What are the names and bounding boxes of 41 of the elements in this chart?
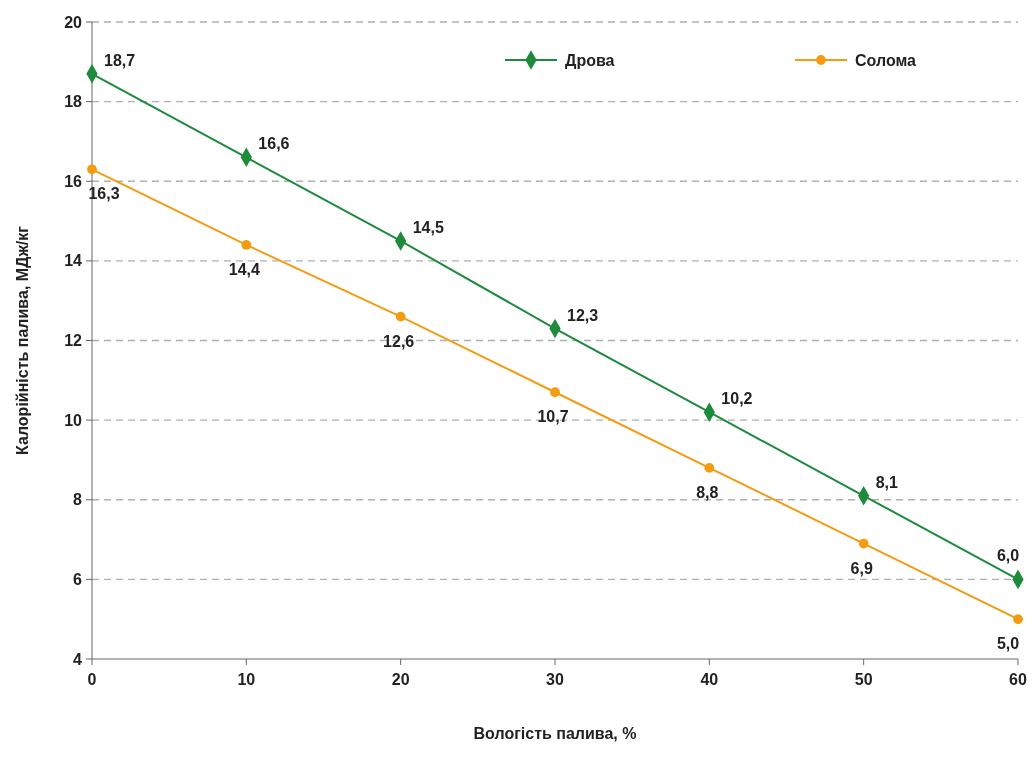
- y-tick-label: 14: [64, 252, 83, 270]
- x-tick-label: 40: [700, 671, 719, 688]
- y-tick-label: 18: [64, 93, 83, 111]
- point: [858, 538, 869, 549]
- data-label: 14,5: [412, 218, 444, 236]
- data-label: 12,3: [567, 306, 599, 324]
- data-label: 16,6: [258, 135, 290, 153]
- x-tick-label: 10: [237, 671, 256, 688]
- x-tick-label: 50: [854, 671, 873, 688]
- data-label: 8,1: [875, 473, 899, 491]
- point: [241, 240, 252, 250]
- y-tick-label: 16: [64, 172, 83, 190]
- x-tick-label: 20: [391, 671, 410, 688]
- y-tick-label: 4: [73, 650, 83, 668]
- data-label: 16,3: [88, 185, 120, 203]
- data-label: 6,9: [850, 559, 873, 577]
- data-label: 6,0: [996, 547, 1020, 565]
- data-label: 10,7: [537, 408, 569, 426]
- data-label: 14,4: [228, 260, 261, 278]
- y-tick-label: 6: [73, 570, 83, 588]
- data-label: 18,7: [104, 51, 136, 69]
- point: [704, 463, 715, 473]
- point: [87, 164, 97, 175]
- x-tick-label: 0: [87, 671, 97, 688]
- x-tick-label: 60: [1009, 671, 1027, 688]
- legend-label: Солома: [855, 51, 917, 69]
- data-label: 12,6: [383, 332, 415, 350]
- y-tick-label: 8: [73, 491, 83, 509]
- data-label: 5,0: [996, 635, 1020, 653]
- point: [395, 311, 406, 322]
- legend-label: Дрова: [565, 51, 615, 69]
- x-axis-title: Вологість палива, %: [473, 725, 637, 742]
- x-tick-label: 30: [546, 671, 564, 688]
- point: [550, 387, 560, 398]
- y-tick-label: 10: [64, 411, 83, 429]
- data-label: 10,2: [721, 390, 753, 408]
- y-axis-title: Калорійність палива, МДж/кг: [14, 225, 31, 455]
- point: [1013, 614, 1023, 625]
- y-tick-label: 20: [64, 13, 83, 31]
- data-label: 8,8: [696, 483, 719, 501]
- y-tick-label: 12: [64, 332, 83, 350]
